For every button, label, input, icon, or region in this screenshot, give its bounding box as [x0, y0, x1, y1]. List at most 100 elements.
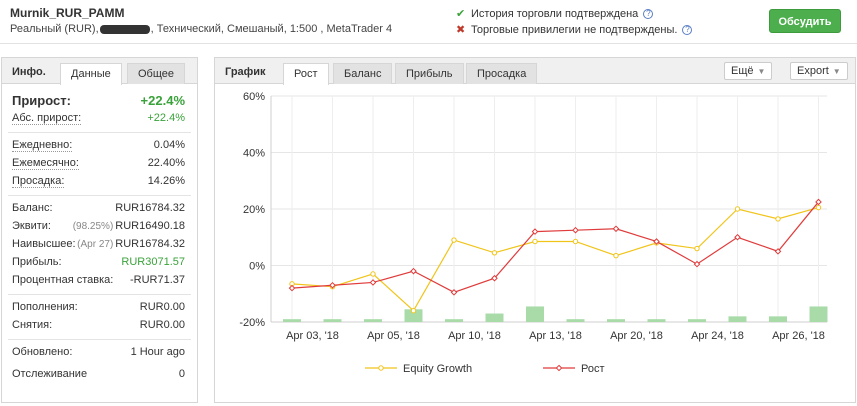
interest-value: -RUR71.37 — [129, 274, 185, 286]
volume-bar — [566, 319, 585, 322]
account-desc-prefix: Реальный (RUR), — [10, 23, 99, 35]
equity-value-wrap: (98.25%) RUR16490.18 — [73, 220, 185, 232]
growth-point — [693, 260, 701, 268]
volume-bar — [364, 319, 382, 322]
balance-label: Баланс: — [12, 202, 53, 214]
export-label: Export — [797, 65, 829, 77]
profit-value: RUR3071.57 — [121, 256, 185, 268]
y-tick-label: 0% — [249, 261, 265, 273]
equity-value: RUR16490.18 — [115, 220, 185, 232]
tracking-label: Отслеживание — [12, 368, 88, 380]
volume-bar — [445, 319, 463, 322]
divider — [8, 339, 191, 340]
equity-percent: (98.25%) — [72, 221, 114, 232]
tab-growth[interactable]: Рост — [283, 63, 329, 85]
interest-label: Процентная ставка: — [12, 274, 114, 286]
growth-point — [774, 248, 782, 255]
redacted-name — [99, 24, 150, 34]
tab-general[interactable]: Общее — [127, 63, 186, 84]
equity-growth-point — [613, 252, 619, 259]
legend-marker — [555, 364, 563, 372]
help-icon[interactable]: ? — [643, 9, 654, 20]
drawdown-label[interactable]: Просадка: — [12, 175, 65, 188]
growth-line — [291, 201, 819, 293]
x-tick-label: Apr 20, '18 — [610, 330, 663, 342]
equity-growth-point — [694, 245, 700, 252]
equity-label: Эквити: — [12, 220, 51, 232]
growth-label: Прирост: — [12, 93, 71, 108]
export-dropdown[interactable]: Export ▼ — [790, 62, 848, 80]
help-icon[interactable]: ? — [682, 25, 693, 36]
abs-growth-label[interactable]: Абс. прирост: — [12, 112, 82, 125]
equity-growth-point — [532, 238, 538, 245]
tab-drawdown[interactable]: Просадка — [466, 63, 538, 84]
more-dropdown[interactable]: Ещё ▼ — [724, 62, 773, 80]
chart-panel: График Рост Баланс Прибыль Просадка Ещё ▼… — [214, 57, 856, 403]
account-header: Murnik_RUR_PAMM Реальный (RUR), , Техниче… — [0, 0, 857, 44]
x-tick-label: Apr 26, '18 — [772, 330, 825, 342]
account-name: Murnik_RUR_PAMM — [10, 6, 125, 20]
volume-bar — [728, 316, 747, 322]
volume-bar — [526, 306, 544, 322]
history-verified-text: История торговли подтверждена — [471, 8, 639, 20]
info-panel: Инфо. Данные Общее Прирост: +22.4% Абс. … — [1, 57, 198, 403]
drawdown-row: Просадка: 14.26% — [2, 173, 197, 191]
x-tick-label: Apr 03, '18 — [286, 330, 339, 342]
monthly-value: 22.40% — [147, 157, 185, 169]
growth-chart: 60% 40% 20% 0% -20% Apr 03, '18 Apr 05, '18 Apr… — [239, 91, 828, 375]
cross-icon: ✖ — [456, 24, 466, 36]
x-tick-label: Apr 05, '18 — [367, 330, 420, 342]
equity-growth-point — [370, 271, 376, 277]
balance-value: RUR16784.32 — [115, 202, 185, 214]
volume-bar — [485, 313, 504, 322]
highest-date: (Apr 27) — [77, 239, 114, 250]
updated-label: Обновлено: — [12, 346, 73, 358]
abs-growth-value: +22.4% — [147, 112, 185, 124]
growth-point — [288, 284, 296, 292]
updated-value: 1 Hour ago — [130, 346, 185, 358]
growth-point — [612, 225, 620, 233]
privileges-text: Торговые привилегии не подтверждены. — [471, 24, 678, 36]
check-icon: ✔ — [456, 8, 466, 20]
updated-row: Обновлено: 1 Hour ago — [2, 344, 197, 366]
daily-value: 0.04% — [153, 139, 185, 151]
discuss-button[interactable]: Обсудить — [769, 9, 841, 33]
tab-balance[interactable]: Баланс — [333, 63, 393, 84]
highest-value-wrap: (Apr 27) RUR16784.32 — [77, 238, 185, 250]
volume-bar — [323, 319, 342, 322]
growth-row: Прирост: +22.4% — [2, 92, 197, 110]
interest-row: Процентная ставка: -RUR71.37 — [2, 272, 197, 290]
equity-growth-point — [572, 238, 579, 245]
balance-row: Баланс: RUR16784.32 — [2, 200, 197, 218]
equity-row: Эквити: (98.25%) RUR16490.18 — [2, 218, 197, 236]
volume-bar — [283, 319, 301, 322]
profit-label: Прибыль: — [12, 256, 62, 268]
account-description: Реальный (RUR), , Технический, Смешаный, … — [10, 23, 392, 35]
highest-value: RUR16784.32 — [115, 238, 185, 250]
deposits-row: Пополнения: RUR0.00 — [2, 299, 197, 317]
tab-data[interactable]: Данные — [60, 63, 122, 85]
deposits-value: RUR0.00 — [139, 301, 185, 313]
equity-growth-line — [291, 207, 819, 312]
y-tick-label: 20% — [243, 204, 265, 216]
chevron-down-icon: ▼ — [757, 67, 766, 76]
legend-label: Рост — [581, 363, 605, 375]
highest-row: Наивысшее: (Apr 27) RUR16784.32 — [2, 236, 197, 254]
daily-label[interactable]: Ежедневно: — [12, 139, 73, 152]
volume-bar — [647, 319, 666, 322]
y-tick-label: -20% — [239, 317, 265, 329]
x-tick-label: Apr 10, '18 — [448, 330, 501, 342]
history-verified: ✔ История торговли подтверждена? — [456, 7, 654, 20]
highest-label: Наивысшее: — [12, 238, 76, 250]
divider — [8, 195, 191, 196]
legend-marker — [378, 365, 384, 371]
growth-point — [410, 267, 417, 275]
monthly-label[interactable]: Ежемесячно: — [12, 157, 79, 170]
x-tick-label: Apr 24, '18 — [691, 330, 744, 342]
chevron-down-icon: ▼ — [832, 67, 841, 76]
volume-bar — [809, 306, 828, 322]
withdrawals-label: Снятия: — [12, 319, 53, 331]
x-tick-label: Apr 13, '18 — [529, 330, 582, 342]
legend-label: Equity Growth — [403, 363, 472, 375]
tab-profit[interactable]: Прибыль — [395, 63, 464, 84]
